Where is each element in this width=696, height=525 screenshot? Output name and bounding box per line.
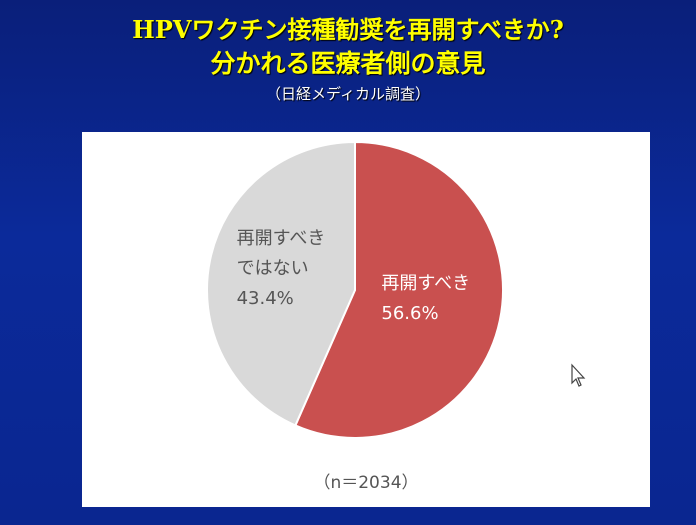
- pie-slice: [294, 140, 504, 439]
- subtitle: 分かれる医療者側の意見: [210, 49, 486, 78]
- chart: [206, 140, 586, 439]
- slice-category: 再開すべき: [381, 273, 471, 295]
- source: （日経メディカル調査）: [266, 85, 430, 103]
- slice-value: 43.4%: [236, 287, 294, 309]
- title: HPVワクチン接種勧奨を再開すべきか?: [132, 15, 564, 44]
- slice-category: 再開すべきではない: [236, 227, 326, 279]
- slice-value: 56.6%: [381, 303, 439, 325]
- sample-size: （n＝2034）: [313, 473, 419, 493]
- slice-label: 再開すべき 56.6%: [381, 269, 473, 329]
- slice-label: 再開すべきではない 43.4%: [237, 224, 329, 314]
- chart-panel: （n＝2034） 再開すべき 56.6% 再開すべきではない 43.4%: [82, 132, 650, 507]
- pie-slice: [206, 140, 356, 427]
- cursor: [571, 363, 586, 387]
